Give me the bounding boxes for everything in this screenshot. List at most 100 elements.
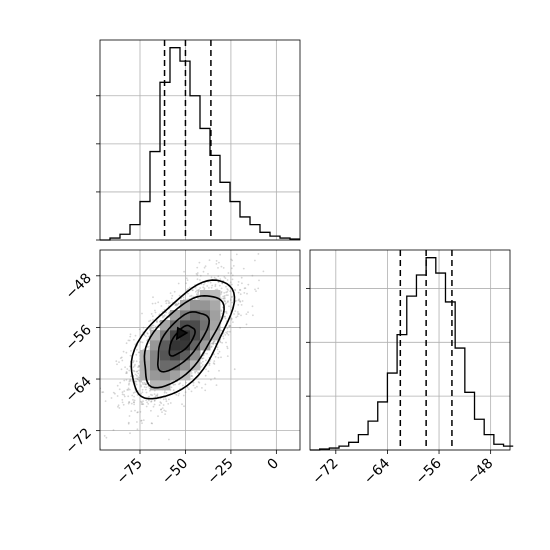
scatter-point [168, 312, 171, 314]
scatter-point [140, 403, 143, 405]
scatter-point [245, 323, 248, 326]
scatter-point [237, 284, 240, 286]
joint-panel: −75 −50 −25 0 −48 −56 −64 −72 [63, 247, 301, 488]
scatter-point [226, 330, 229, 333]
scatter-point [143, 381, 146, 384]
scatter-point [151, 302, 154, 305]
scatter-point [161, 314, 164, 317]
scatter-point [112, 429, 115, 431]
scatter-point [182, 384, 184, 387]
scatter-point [190, 375, 193, 377]
scatter-point [200, 362, 203, 364]
scatter-point [210, 378, 212, 381]
scatter-point [219, 341, 222, 344]
scatter-point [188, 286, 191, 289]
scatter-point [187, 288, 189, 290]
scatter-point [165, 302, 168, 305]
scatter-point [148, 328, 151, 330]
scatter-point [197, 381, 200, 383]
scatter-point [242, 267, 245, 270]
scatter-point [135, 383, 138, 386]
scatter-point [153, 403, 156, 406]
scatter-point [195, 290, 197, 293]
scatter-point [208, 364, 211, 366]
scatter-point [213, 340, 216, 343]
scatter-point [208, 362, 211, 365]
joint-density [140, 290, 221, 391]
scatter-point [223, 315, 226, 318]
scatter-point [141, 391, 144, 394]
scatter-point [218, 284, 221, 287]
scatter-point [212, 342, 215, 344]
scatter-point [150, 313, 153, 315]
scatter-point [140, 420, 143, 422]
scatter-point [165, 311, 168, 314]
scatter-point [121, 401, 124, 404]
scatter-point [140, 341, 142, 343]
scatter-point [141, 422, 143, 424]
scatter-point [160, 408, 162, 411]
scatter-point [165, 398, 167, 400]
scatter-point [136, 377, 139, 380]
scatter-point [154, 325, 157, 328]
scatter-point [190, 294, 193, 297]
density-cell [170, 340, 181, 351]
scatter-point [225, 291, 228, 294]
scatter-point [204, 389, 207, 392]
scatter-point [102, 391, 105, 393]
scatter-point [213, 276, 216, 279]
scatter-point [154, 311, 157, 314]
density-cell [200, 340, 211, 351]
scatter-point [194, 387, 197, 389]
density-cell [160, 350, 171, 361]
scatter-point [238, 313, 240, 315]
joint-ytick-label: −48 [63, 270, 95, 302]
scatter-point [142, 403, 145, 405]
scatter-point [252, 314, 254, 317]
scatter-point [115, 360, 118, 363]
scatter-point [123, 379, 126, 382]
scatter-point [201, 357, 204, 360]
scatter-point [134, 391, 137, 393]
scatter-point [171, 294, 174, 297]
joint-xtick-label: 0 [265, 456, 283, 474]
scatter-point [198, 261, 201, 264]
scatter-point [185, 277, 188, 280]
scatter-point [150, 400, 153, 403]
scatter-point [235, 316, 238, 319]
density-cell [160, 320, 171, 331]
density-cell [190, 310, 201, 321]
scatter-point [203, 266, 206, 269]
marginal-y-panel: −72 −64 −56 −48 [306, 249, 514, 488]
scatter-point [156, 394, 159, 397]
scatter-point [238, 289, 241, 291]
scatter-point [231, 274, 234, 277]
scatter-point [123, 395, 126, 398]
scatter-point [163, 314, 166, 317]
scatter-point [215, 247, 217, 249]
density-cell [210, 290, 221, 301]
scatter-point [175, 304, 178, 307]
density-cell [190, 300, 201, 311]
scatter-point [198, 290, 200, 293]
scatter-point [121, 393, 124, 396]
scatter-point [124, 366, 126, 369]
scatter-point [213, 360, 216, 362]
scatter-point [202, 286, 205, 289]
density-cell [170, 310, 181, 321]
scatter-point [206, 352, 208, 355]
scatter-point [225, 312, 228, 315]
scatter-point [128, 380, 131, 383]
scatter-point [156, 393, 159, 396]
scatter-point [135, 370, 138, 373]
scatter-point [210, 286, 213, 289]
scatter-point [182, 394, 185, 397]
scatter-point [197, 371, 199, 374]
scatter-point [226, 279, 229, 281]
scatter-point [220, 329, 223, 332]
scatter-point [165, 391, 168, 394]
marginal-x-frame [99, 39, 301, 241]
scatter-point [214, 356, 217, 358]
scatter-point [239, 289, 242, 291]
scatter-point [224, 303, 226, 306]
